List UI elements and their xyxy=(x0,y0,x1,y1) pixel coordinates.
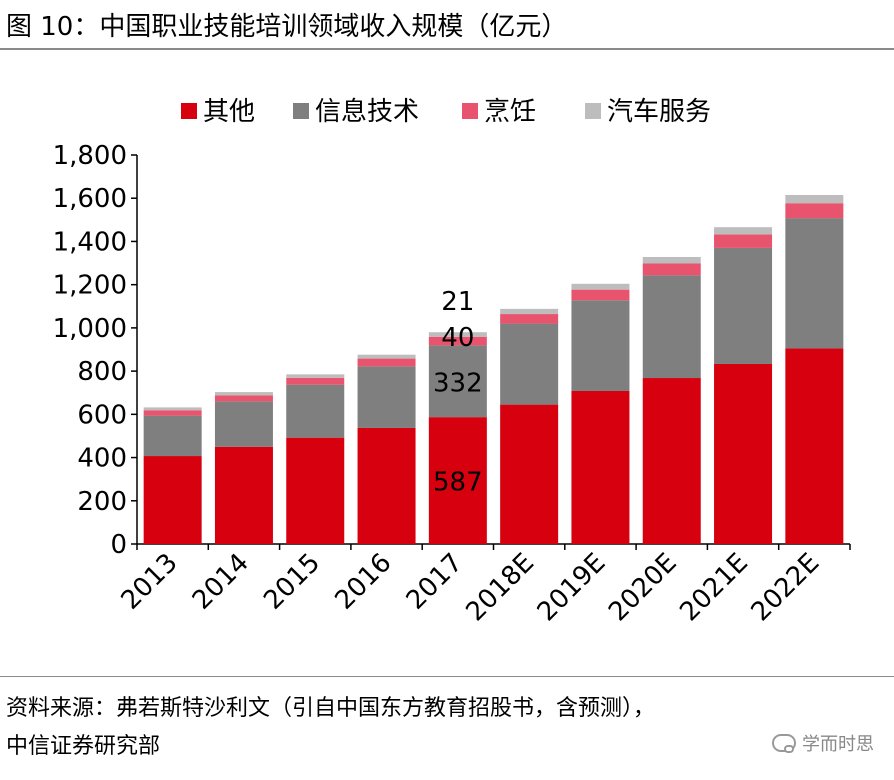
bar-2015-1 xyxy=(286,384,345,438)
title-divider xyxy=(0,48,894,50)
source-note: 资料来源：弗若斯特沙利文（引自中国东方教育招股书，含预测）， 中信证券研究部 xyxy=(6,690,890,766)
bar-2014-2 xyxy=(214,395,273,402)
watermark: 学而时思 xyxy=(772,730,874,756)
y-tick-label-1: 200 xyxy=(77,487,127,517)
bar-2016-2 xyxy=(357,358,416,367)
x-tick-label-9: 2022E xyxy=(746,548,826,628)
watermark-text: 学而时思 xyxy=(802,734,874,755)
stacked-bar-chart: 其他 信息技术 烹饪 汽车服务 0 200 400 600 800 1,000 1,200 1,400… xyxy=(53,97,851,628)
bar-2022E-1 xyxy=(785,218,844,349)
y-tick-label-8: 1,600 xyxy=(53,184,127,214)
y-tick-label-9: 1,800 xyxy=(53,141,127,171)
bar-2021E-0 xyxy=(714,363,773,544)
x-tick-label-7: 2020E xyxy=(603,548,683,628)
figure-title: 图 10：中国职业技能培训领域收入规模（亿元） xyxy=(6,12,568,42)
legend-swatch-1 xyxy=(293,103,309,119)
data-label-2017-1: 332 xyxy=(433,368,483,398)
bar-2018E-1 xyxy=(500,323,559,405)
bar-2021E-3 xyxy=(714,227,773,235)
y-tick-label-6: 1,200 xyxy=(53,271,127,301)
y-tick-label-0: 0 xyxy=(110,530,127,560)
bar-2013-2 xyxy=(143,410,202,416)
bar-2020E-2 xyxy=(642,263,701,276)
legend-label-1: 信息技术 xyxy=(315,97,419,127)
bar-2016-0 xyxy=(357,427,416,544)
bar-2017-1 xyxy=(428,345,487,418)
bar-2019E-0 xyxy=(571,390,630,544)
bar-2022E-2 xyxy=(785,203,844,219)
legend-swatch-0 xyxy=(181,103,197,119)
bar-2013-0 xyxy=(143,456,202,544)
bar-2017-3 xyxy=(428,332,487,337)
bar-2016-3 xyxy=(357,354,416,359)
x-tick-label-8: 2021E xyxy=(674,548,754,628)
bar-2020E-3 xyxy=(642,257,701,264)
legend-swatch-3 xyxy=(585,103,601,119)
source-line-2: 中信证券研究部 xyxy=(6,734,161,759)
chat-icon xyxy=(772,734,796,753)
source-line-1: 资料来源：弗若斯特沙利文（引自中国东方教育招股书，含预测）， xyxy=(6,696,656,721)
bar-2014-1 xyxy=(214,401,273,447)
bar-2015-3 xyxy=(286,374,345,378)
bar-2014-3 xyxy=(214,392,273,396)
data-label-2017-0: 587 xyxy=(433,468,483,498)
bar-2014-0 xyxy=(214,446,273,544)
legend-label-0: 其他 xyxy=(203,97,255,127)
bar-2018E-0 xyxy=(500,404,559,544)
bar-2021E-1 xyxy=(714,247,773,364)
bar-2020E-1 xyxy=(642,275,701,379)
bar-2015-0 xyxy=(286,437,345,544)
bar-2013-1 xyxy=(143,415,202,457)
y-tick-label-5: 1,000 xyxy=(53,314,127,344)
bar-2022E-3 xyxy=(785,194,844,204)
x-tick-label-1: 2014 xyxy=(187,548,255,616)
x-tick-label-3: 2016 xyxy=(329,548,397,616)
y-tick-label-7: 1,400 xyxy=(53,227,127,257)
bar-2018E-3 xyxy=(500,308,559,315)
y-tick-label-3: 600 xyxy=(77,400,127,430)
x-tick-label-4: 2017 xyxy=(401,548,469,616)
bar-2020E-0 xyxy=(642,378,701,544)
legend-label-3: 汽车服务 xyxy=(607,97,711,127)
bar-2015-2 xyxy=(286,377,345,385)
x-tick-label-2: 2015 xyxy=(258,548,326,616)
x-tick-label-6: 2019E xyxy=(532,548,612,628)
legend-label-2: 烹饪 xyxy=(484,97,536,127)
x-tick-label-5: 2018E xyxy=(460,548,540,628)
bar-2018E-2 xyxy=(500,314,559,324)
data-label-2017-3: 21 xyxy=(441,287,474,317)
bar-2017-0 xyxy=(428,417,487,544)
data-label-2017-2: 40 xyxy=(441,323,474,353)
bar-2022E-0 xyxy=(785,348,844,544)
bar-2019E-2 xyxy=(571,289,630,301)
bar-2019E-3 xyxy=(571,283,630,290)
bar-2021E-2 xyxy=(714,234,773,248)
bar-2017-2 xyxy=(428,336,487,346)
y-tick-label-2: 400 xyxy=(77,444,127,474)
bar-2016-1 xyxy=(357,366,416,428)
source-divider xyxy=(0,676,894,677)
legend-swatch-2 xyxy=(462,103,478,119)
bar-2013-3 xyxy=(143,407,202,411)
bar-2019E-1 xyxy=(571,300,630,391)
y-tick-label-4: 800 xyxy=(77,357,127,387)
